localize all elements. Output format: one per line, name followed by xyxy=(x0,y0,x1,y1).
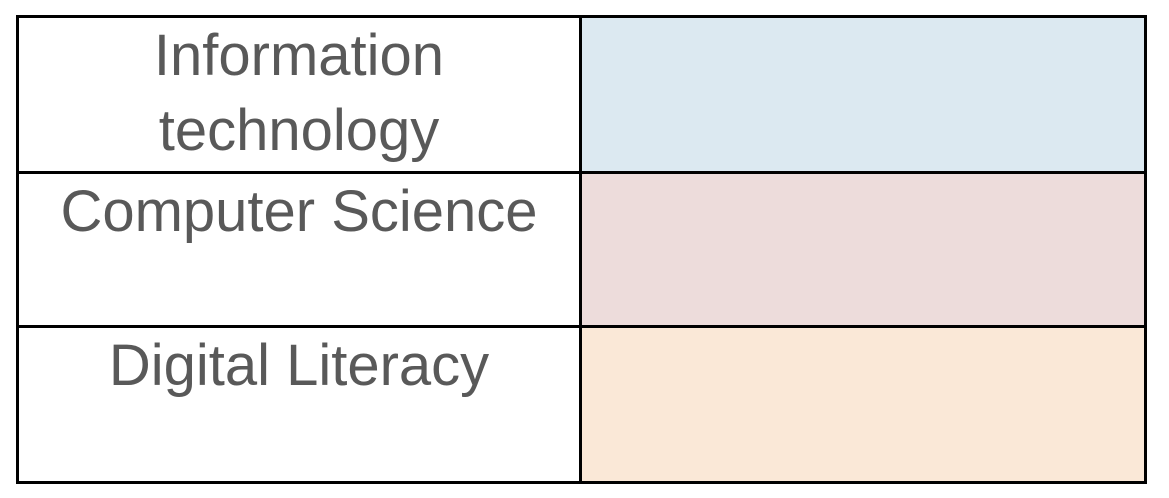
color-swatch-cell xyxy=(579,325,1147,484)
topic-label-cell: Information technology xyxy=(16,15,582,174)
topics-table: Information technology Computer Science … xyxy=(16,15,1147,484)
color-swatch-cell xyxy=(579,171,1147,328)
topic-label-cell: Computer Science xyxy=(16,171,582,328)
topic-label: Computer Science xyxy=(60,179,538,244)
table-row: Computer Science xyxy=(16,171,1147,328)
table-row: Digital Literacy xyxy=(16,325,1147,484)
topic-label-cell: Digital Literacy xyxy=(16,325,582,484)
color-swatch-cell xyxy=(579,15,1147,174)
topic-label: Information technology xyxy=(153,23,445,163)
topic-label: Digital Literacy xyxy=(108,333,490,398)
table-row: Information technology xyxy=(16,15,1147,174)
